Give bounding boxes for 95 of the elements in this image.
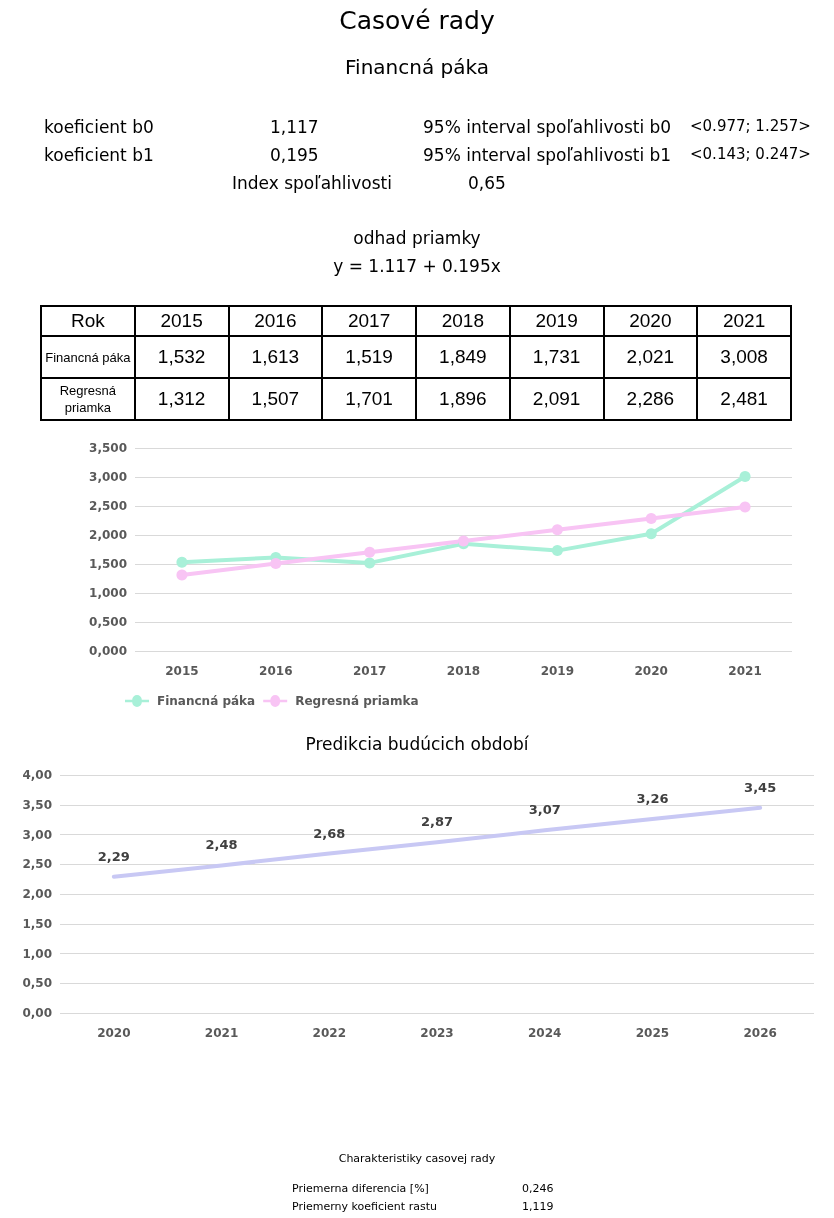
point xyxy=(551,545,563,557)
point xyxy=(551,524,563,536)
data-label: 2,481 xyxy=(697,378,791,420)
data-label: 2,286 xyxy=(603,378,698,420)
data-label: 1,731 xyxy=(509,336,604,378)
y-tick-label: 1,500 xyxy=(89,557,127,571)
data-label: 2,021 xyxy=(603,336,698,378)
y-tick-label: 3,00 xyxy=(22,827,52,842)
category-label: 2020 xyxy=(629,310,672,331)
x-tick-label: 2015 xyxy=(165,664,199,678)
point xyxy=(645,512,657,524)
chart-title: Predikcia budúcich období xyxy=(305,733,530,754)
text: 0,246 xyxy=(522,1182,554,1195)
point xyxy=(364,546,376,558)
data-label: 3,07 xyxy=(528,802,561,818)
data-label: 3,26 xyxy=(636,791,669,807)
y-tick-label: 2,50 xyxy=(22,857,52,872)
y-tick-label: 1,50 xyxy=(22,916,52,931)
text: Regresná priamka xyxy=(59,383,117,415)
text: 95% interval spoľahlivosti b1 xyxy=(423,145,672,165)
point xyxy=(739,501,751,513)
category-label: 2019 xyxy=(535,310,578,331)
x-tick-label: 2025 xyxy=(635,1026,670,1040)
point xyxy=(739,471,751,483)
category-label: 2017 xyxy=(347,310,391,331)
data-label: 1,507 xyxy=(228,378,323,420)
point xyxy=(176,556,188,568)
text: Financná páka xyxy=(345,55,489,79)
x-tick-label: 2026 xyxy=(743,1026,777,1040)
x-axis-title: Rok xyxy=(41,306,135,336)
text: <0.143; 0.247> xyxy=(690,145,811,163)
data-label: 1,849 xyxy=(416,336,510,378)
point xyxy=(645,528,657,540)
legend-label: Regresná priamka xyxy=(295,694,419,708)
x-tick-label: 2020 xyxy=(97,1026,131,1040)
x-tick-label: 2021 xyxy=(728,664,762,678)
data-label: 1,613 xyxy=(228,336,323,378)
y-tick-label: 2,00 xyxy=(22,887,52,901)
x-tick-label: 2019 xyxy=(540,664,575,678)
y-tick-label: 0,500 xyxy=(89,615,127,629)
data-label: 3,008 xyxy=(697,336,791,378)
data-label: 2,87 xyxy=(420,814,454,830)
text: 0,65 xyxy=(468,173,506,193)
text: koeficient b1 xyxy=(44,145,154,165)
text: Charakteristiky casovej rady xyxy=(338,1152,496,1165)
y-tick-label: 1,00 xyxy=(22,946,52,961)
y-tick-label: 0,00 xyxy=(22,1006,52,1020)
x-tick-label: 2018 xyxy=(446,664,481,678)
category-label: 2021 xyxy=(722,310,766,331)
data-label: 1,312 xyxy=(134,378,229,420)
data-label: 2,091 xyxy=(509,378,604,420)
text: Financná páka xyxy=(45,349,131,365)
text: y = 1.117 + 0.195x xyxy=(333,256,501,276)
text: Casové rady xyxy=(339,6,495,35)
y-tick-label: 0,50 xyxy=(22,976,52,991)
legend-label: Financná páka xyxy=(157,694,256,708)
text: <0.977; 1.257> xyxy=(690,117,811,135)
y-tick-label: 1,000 xyxy=(89,586,127,600)
category-label: 2018 xyxy=(441,310,485,331)
data-label: 2,68 xyxy=(313,825,346,841)
x-tick-label: 2024 xyxy=(528,1026,562,1040)
text: Priemerna diferencia [%] xyxy=(292,1182,429,1195)
x-tick-label: 2021 xyxy=(204,1026,239,1040)
text: 1,117 xyxy=(270,117,319,137)
y-tick-label: 2,500 xyxy=(89,499,127,513)
data-label: 1,519 xyxy=(322,336,416,378)
text: Priemerny koeficient rastu xyxy=(292,1200,437,1213)
text: 0,195 xyxy=(270,145,319,165)
y-tick-label: 0,000 xyxy=(89,644,127,658)
x-tick-label: 2016 xyxy=(259,664,293,678)
x-tick-label: 2022 xyxy=(312,1026,346,1040)
data-label: 3,45 xyxy=(744,779,777,795)
text: 95% interval spoľahlivosti b0 xyxy=(423,117,672,137)
x-tick-label: 2017 xyxy=(352,664,387,678)
y-tick-label: 4,00 xyxy=(22,768,52,782)
data-label: 1,532 xyxy=(134,336,229,378)
y-tick-label: 3,50 xyxy=(22,797,52,812)
text: 1,119 xyxy=(522,1200,554,1213)
data-label: 1,896 xyxy=(416,378,510,420)
data-label: 1,701 xyxy=(322,378,416,420)
text: Index spoľahlivosti xyxy=(232,173,392,193)
x-tick-label: 2020 xyxy=(634,664,668,678)
text: odhad priamky xyxy=(353,228,481,248)
data-label: 2,48 xyxy=(205,837,238,853)
data-label: 2,29 xyxy=(97,848,130,864)
point xyxy=(270,558,282,570)
y-tick-label: 3,000 xyxy=(89,470,127,484)
y-tick-label: 3,500 xyxy=(89,441,127,455)
y-tick-label: 2,000 xyxy=(89,528,127,542)
point xyxy=(176,569,188,581)
category-label: 2015 xyxy=(160,310,203,331)
category-label: 2016 xyxy=(254,310,297,331)
x-tick-label: 2023 xyxy=(420,1026,454,1040)
point xyxy=(364,557,376,569)
text: koeficient b0 xyxy=(44,117,154,137)
